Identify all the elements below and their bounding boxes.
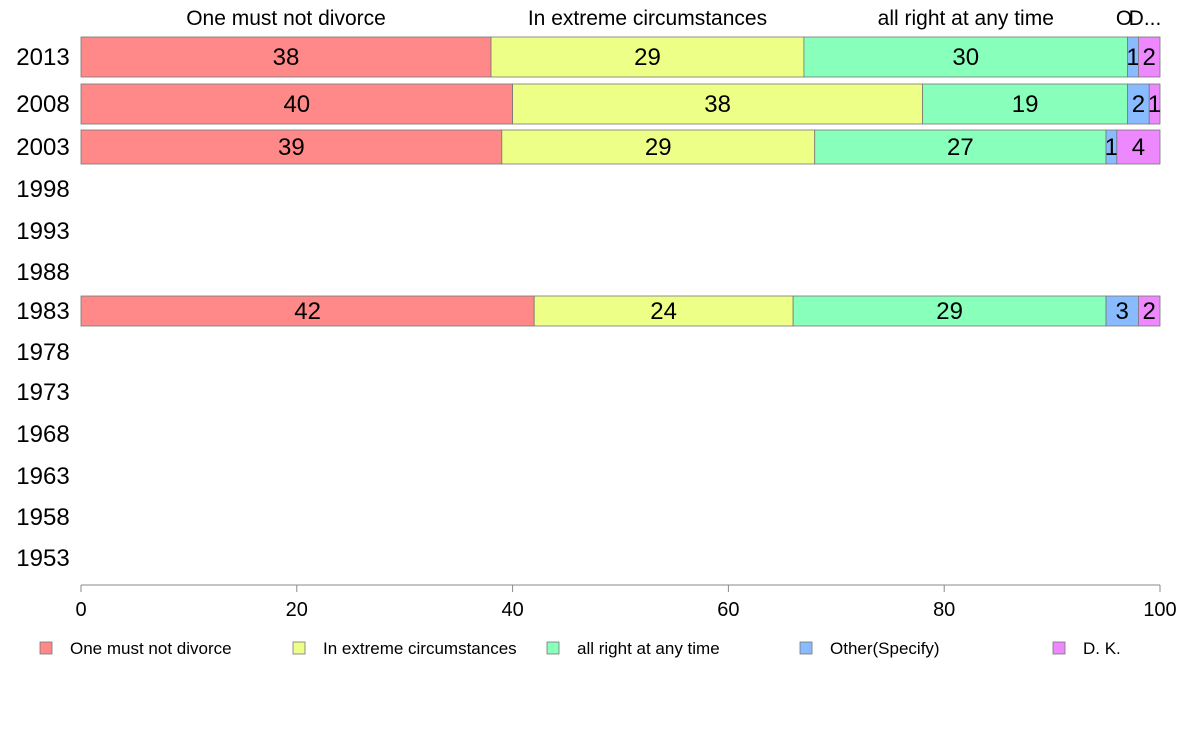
y-axis-tick-label: 1958 — [16, 504, 69, 531]
legend-label: In extreme circumstances — [323, 639, 517, 658]
x-axis-tick-label: 100 — [1143, 599, 1176, 621]
y-axis-labels: 2013 2008 2003 1998 1993 1988 1983 1978 1973 1968… — [16, 44, 69, 572]
bar-value-label: 30 — [952, 44, 979, 71]
bar-value-label: 27 — [947, 134, 974, 161]
legend-label: D. K. — [1083, 639, 1121, 658]
bar-value-label: 40 — [283, 91, 310, 118]
bar-value-label: 2 — [1143, 298, 1156, 325]
category-header-label: One must not divorce — [186, 7, 386, 30]
bar-value-label: 29 — [645, 134, 672, 161]
category-header-label: all right at any time — [878, 7, 1054, 30]
bar-segment — [1116, 129, 1161, 165]
legend-swatch — [1052, 641, 1066, 655]
y-axis-tick-label: 1983 — [16, 298, 69, 325]
bar-value-label: 4 — [1132, 134, 1145, 161]
y-axis-tick-label: 1968 — [16, 421, 69, 448]
bar-segment — [80, 129, 503, 165]
category-header-label: O — [1116, 7, 1132, 30]
x-axis-tick-label: 80 — [933, 599, 955, 621]
legend-label: One must not divorce — [70, 639, 232, 658]
bar-segment — [80, 295, 535, 327]
x-axis-tick-label: 60 — [717, 599, 739, 621]
legend: One must not divorce In extreme circumsta… — [39, 639, 1121, 658]
y-axis-tick-label: 1973 — [16, 379, 69, 406]
bar-value-label: 3 — [1116, 298, 1129, 325]
bars-group: 38 29 30 1 240 38 19 2 139 29 27 1 442 24 29 3 2 — [80, 36, 1161, 327]
y-axis-tick-label: 1978 — [16, 339, 69, 366]
bar-value-label: 19 — [1012, 91, 1039, 118]
legend-label: Other(Specify) — [830, 639, 940, 658]
legend-swatch — [39, 641, 53, 655]
x-axis-tick-label: 0 — [75, 599, 86, 621]
bar-segment — [490, 36, 805, 78]
legend-label: all right at any time — [577, 639, 720, 658]
bar-value-label: 1 — [1126, 44, 1139, 71]
bar-value-label: 38 — [273, 44, 300, 71]
bar-value-label: 38 — [704, 91, 731, 118]
x-axis-tick-label: 40 — [501, 599, 523, 621]
category-header-labels: One must not divorce In extreme circumsta… — [186, 7, 1161, 30]
bar-value-label: 1 — [1105, 134, 1118, 161]
x-axis-tick-label: 20 — [286, 599, 308, 621]
bar-value-label: 2 — [1143, 44, 1156, 71]
y-axis-tick-label: 1963 — [16, 463, 69, 490]
bar-segment — [1148, 83, 1161, 125]
category-header-label: D... — [1129, 7, 1162, 30]
y-axis-tick-label: 1953 — [16, 545, 69, 572]
x-axis: 0 20 40 60 80 100 — [75, 584, 1177, 621]
y-axis-tick-label: 1988 — [16, 259, 69, 286]
bar-value-label: 2 — [1132, 91, 1145, 118]
bar-value-label: 42 — [294, 298, 321, 325]
bar-segment — [1138, 36, 1161, 78]
category-header-label: In extreme circumstances — [528, 7, 767, 30]
y-axis-tick-label: 2003 — [16, 134, 69, 161]
bar-segment — [922, 83, 1129, 125]
bar-value-label: 29 — [634, 44, 661, 71]
bar-segment — [533, 295, 794, 327]
bar-value-label: 24 — [650, 298, 677, 325]
bar-value-label: 39 — [278, 134, 305, 161]
bar-value-label: 1 — [1148, 91, 1161, 118]
y-axis-tick-label: 1998 — [16, 176, 69, 203]
legend-swatch — [292, 641, 306, 655]
y-axis-tick-label: 2008 — [16, 91, 69, 118]
y-axis-tick-label: 1993 — [16, 218, 69, 245]
legend-swatch — [799, 641, 813, 655]
bar-value-label: 29 — [936, 298, 963, 325]
y-axis-tick-label: 2013 — [16, 44, 69, 71]
bar-segment — [512, 83, 924, 125]
bar-segment — [814, 129, 1107, 165]
legend-swatch — [546, 641, 560, 655]
bar-segment — [1138, 295, 1161, 327]
